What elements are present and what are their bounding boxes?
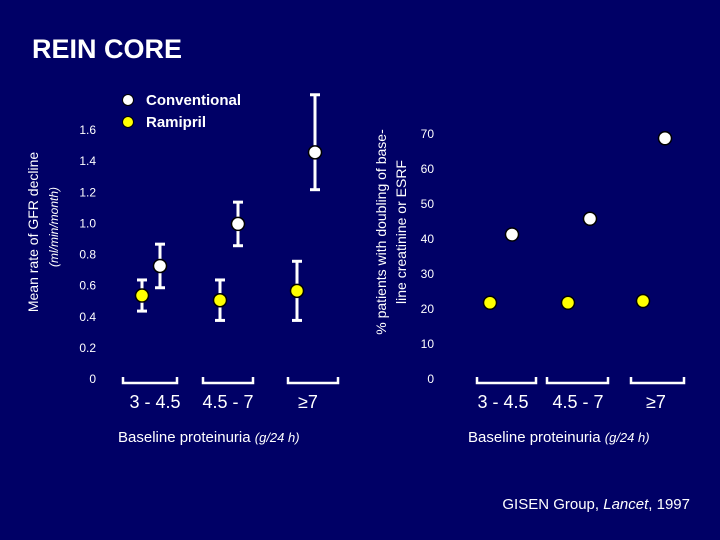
right-chart-category-label: ≥7: [646, 392, 666, 412]
left-chart-group-bracket: [201, 377, 255, 385]
right-chart-xlabel: Baseline proteinuria (g/24 h): [468, 429, 650, 446]
left-chart-ytick-label: 0.2: [79, 341, 96, 355]
right-chart-point-ramipril: [482, 295, 498, 310]
citation-authors: GISEN Group,: [502, 496, 604, 513]
left-chart-group-bracket: [286, 377, 340, 385]
left-chart-point-ramipril: [212, 292, 228, 308]
legend-marker-ramipril: [122, 116, 134, 128]
right-chart-point-conventional: [657, 131, 673, 146]
slide-title: REIN CORE: [32, 34, 183, 64]
left-chart-ytick-label: 0.6: [79, 279, 96, 293]
right-chart-ytick-label: 30: [421, 267, 435, 281]
right-chart-point-conventional: [582, 211, 598, 226]
legend-item-conventional: Conventional: [122, 90, 241, 110]
right-chart-ytick-label: 20: [421, 302, 435, 316]
right-chart-ytick-label: 0: [427, 372, 434, 386]
left-chart-ytick-label: 1.2: [79, 185, 96, 199]
citation-year: , 1997: [648, 496, 690, 513]
left-chart-ylabel-units: (ml/min/month): [47, 187, 61, 267]
left-chart-point-ramipril: [289, 283, 305, 299]
right-chart-category-label: 3 - 4.5: [477, 392, 528, 412]
left-chart-point-conventional: [152, 258, 168, 274]
right-chart-ylabel: % patients with doubling of base-: [373, 129, 389, 335]
left-chart-xlabel-units: (g/24 h): [255, 430, 300, 445]
right-chart-ytick-label: 70: [421, 127, 435, 141]
right-chart-category-label: 4.5 - 7: [552, 392, 603, 412]
legend-item-ramipril: Ramipril: [122, 112, 241, 132]
right-chart-ytick-label: 10: [421, 337, 435, 351]
left-chart-category-label: 3 - 4.5: [129, 392, 180, 412]
legend-marker-conventional: [122, 94, 134, 106]
right-chart-ytick-label: 40: [421, 232, 435, 246]
right-chart-xlabel-units: (g/24 h): [605, 430, 650, 445]
right-chart-group-bracket: [475, 377, 538, 385]
legend: Conventional Ramipril: [122, 90, 241, 134]
right-chart-point-conventional: [504, 227, 520, 242]
left-chart-ytick-label: 0: [89, 372, 96, 386]
left-chart-point-conventional: [230, 216, 246, 232]
right-chart-point-ramipril: [560, 295, 576, 310]
right-chart-point-ramipril: [635, 293, 651, 309]
left-chart-point-ramipril: [134, 288, 150, 303]
right-chart-group-bracket: [629, 377, 686, 385]
citation: GISEN Group, Lancet, 1997: [502, 496, 690, 513]
left-chart-ytick-label: 1.0: [79, 216, 96, 230]
left-chart-ytick-label: 1.4: [79, 154, 96, 168]
left-chart-xlabel: Baseline proteinuria (g/24 h): [118, 429, 300, 446]
left-chart-category-label: 4.5 - 7: [202, 392, 253, 412]
left-chart-ylabel: Mean rate of GFR decline: [25, 152, 41, 313]
legend-label-conventional: Conventional: [146, 91, 242, 109]
left-chart-ytick-label: 1.6: [79, 123, 96, 137]
right-chart-ytick-label: 60: [421, 162, 435, 176]
right-chart-ytick-label: 50: [421, 197, 435, 211]
right-chart-group-bracket: [545, 377, 610, 385]
left-chart-category-label: ≥7: [298, 392, 318, 412]
left-chart-ytick-label: 0.4: [79, 310, 96, 324]
citation-journal: Lancet: [603, 496, 649, 513]
left-chart-point-conventional: [307, 145, 323, 160]
right-chart-ylabel-line2: line creatinine or ESRF: [393, 160, 409, 304]
left-chart-ytick-label: 0.8: [79, 248, 96, 262]
left-chart-group-bracket: [121, 377, 179, 385]
legend-label-ramipril: Ramipril: [146, 113, 207, 131]
